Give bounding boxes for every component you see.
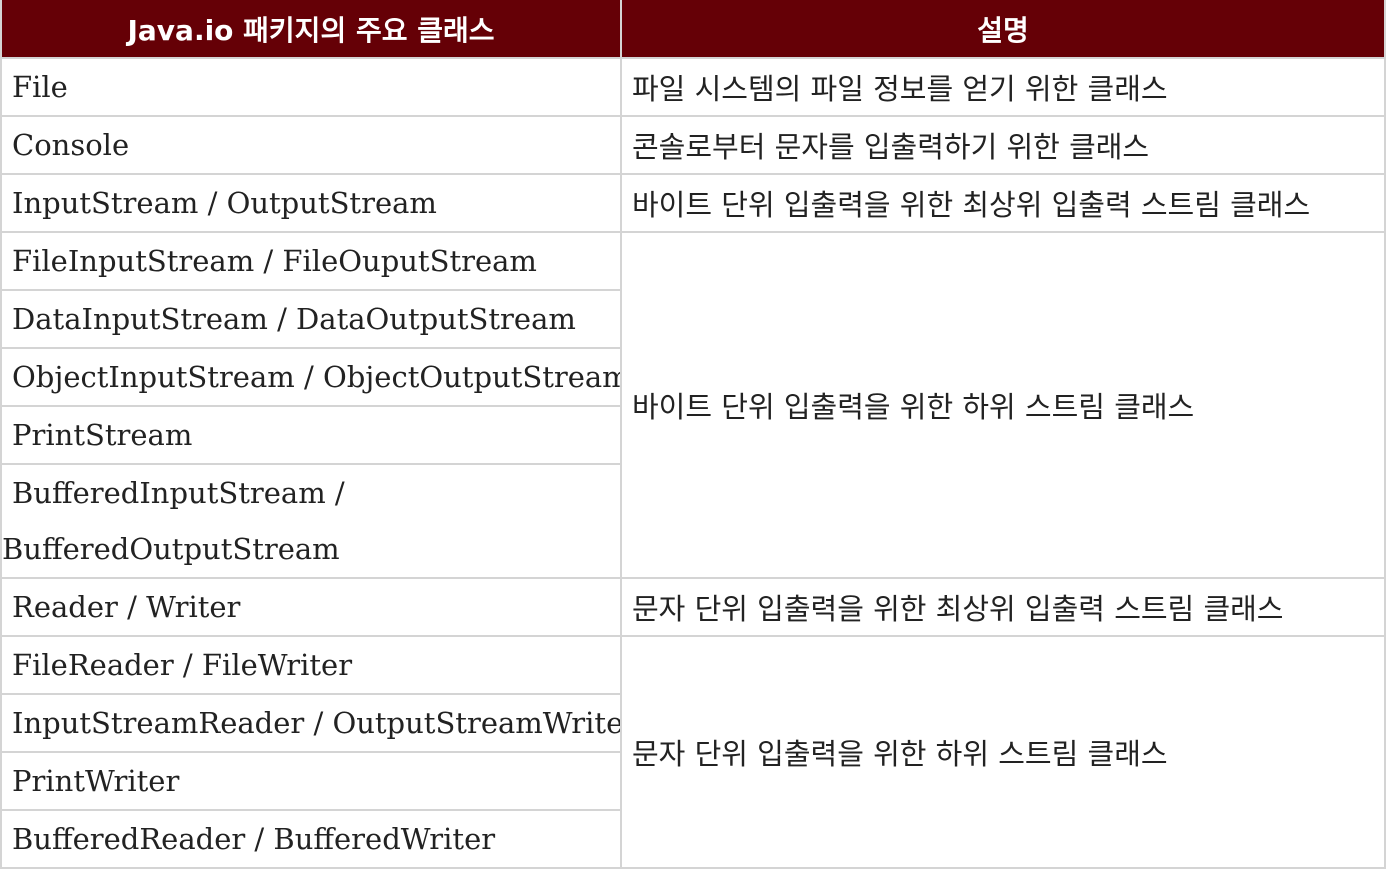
class-name-cell: FileInputStream / FileOuputStream — [0, 231, 622, 291]
header-row: Java.io 패키지의 주요 클래스 설명 — [0, 0, 1386, 59]
class-name-cell: BufferedInputStream / BufferedOutputStre… — [0, 463, 622, 579]
class-name-cell: PrintStream — [0, 405, 622, 465]
table-row: BufferedInputStream / BufferedOutputStre… — [0, 463, 1385, 579]
description-cell: 파일 시스템의 파일 정보를 얻기 위한 클래스 — [620, 57, 1386, 117]
class-name-cell: Reader / Writer — [0, 577, 622, 637]
table-row: PrintStream — [0, 405, 1385, 465]
description-cell: 문자 단위 입출력을 위한 최상위 입출력 스트림 클래스 — [620, 577, 1386, 637]
table-row: InputStreamReader / OutputStreamWriter — [0, 693, 1385, 753]
class-name-cell: BufferedReader / BufferedWriter — [0, 809, 622, 869]
class-name-cell: PrintWriter — [0, 751, 622, 811]
table-row: File 파일 시스템의 파일 정보를 얻기 위한 클래스 — [0, 57, 1386, 117]
header-class-column: Java.io 패키지의 주요 클래스 — [0, 0, 622, 59]
class-name-cell: FileReader / FileWriter — [0, 635, 622, 695]
class-name-cell: InputStream / OutputStream — [0, 173, 622, 233]
description-cell-char-substreams: 문자 단위 입출력을 위한 하위 스트림 클래스 — [620, 635, 1386, 869]
description-cell: 바이트 단위 입출력을 위한 최상위 입출력 스트림 클래스 — [620, 173, 1386, 233]
class-name-cell: Console — [0, 115, 622, 175]
class-name-cell: File — [0, 57, 622, 117]
table-row: InputStream / OutputStream 바이트 단위 입출력을 위… — [0, 173, 1386, 233]
description-cell: 콘솔로부터 문자를 입출력하기 위한 클래스 — [620, 115, 1386, 175]
table-row: PrintWriter — [0, 751, 1385, 811]
table-row: Reader / Writer 문자 단위 입출력을 위한 최상위 입출력 스트… — [0, 577, 1386, 637]
description-cell-byte-substreams: 바이트 단위 입출력을 위한 하위 스트림 클래스 — [620, 231, 1386, 579]
table-row: DataInputStream / DataOutputStream — [0, 289, 1385, 349]
table-row: FileInputStream / FileOuputStream 바이트 단위… — [0, 231, 1386, 579]
class-name-cell: DataInputStream / DataOutputStream — [0, 289, 622, 349]
table-row: Console 콘솔로부터 문자를 입출력하기 위한 클래스 — [0, 115, 1386, 175]
table-row: FileReader / FileWriter 문자 단위 입출력을 위한 하위… — [0, 635, 1386, 869]
class-name-cell: ObjectInputStream / ObjectOutputStream — [0, 347, 622, 407]
table-row: BufferedReader / BufferedWriter — [0, 809, 1385, 869]
class-name-cell: InputStreamReader / OutputStreamWriter — [0, 693, 622, 753]
table-row: ObjectInputStream / ObjectOutputStream — [0, 347, 1385, 407]
header-description-column: 설명 — [620, 0, 1386, 59]
